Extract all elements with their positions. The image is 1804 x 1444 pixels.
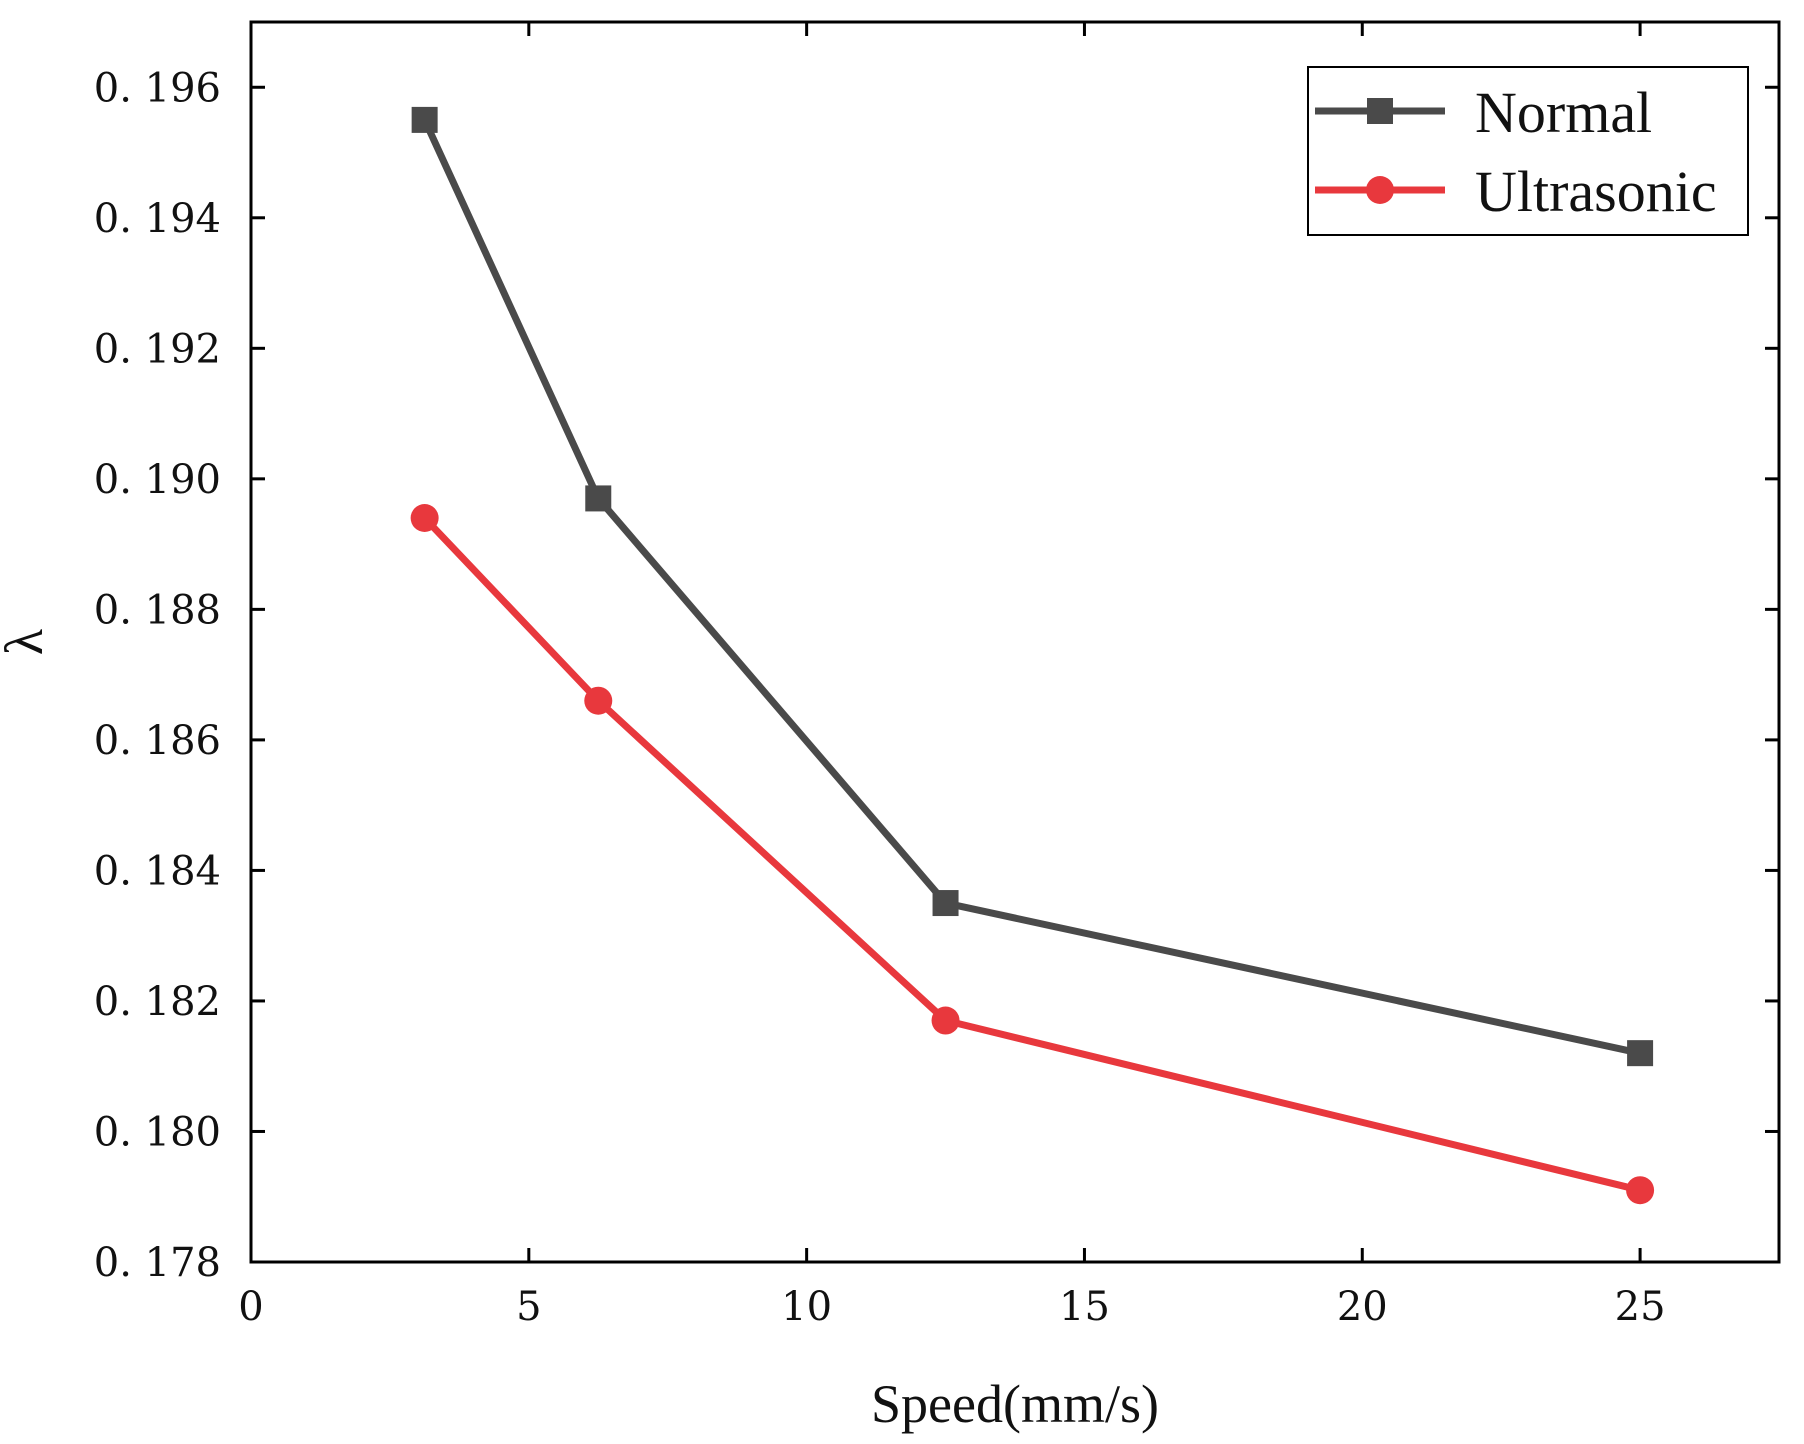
data-point-normal	[932, 890, 959, 917]
y-tick-label: 0. 196	[94, 65, 221, 111]
data-point-ultrasonic	[1626, 1176, 1655, 1205]
y-tick-label: 0. 186	[94, 718, 221, 764]
y-tick-label: 0. 180	[94, 1109, 221, 1155]
data-point-ultrasonic	[410, 504, 439, 532]
legend-label-normal: Normal	[1475, 80, 1652, 145]
legend-marker-ultrasonic	[1366, 176, 1394, 204]
x-tick-label: 5	[516, 1284, 541, 1330]
legend-marker-normal	[1367, 98, 1393, 124]
series-layer	[410, 106, 1655, 1205]
y-tick-label: 0. 194	[94, 196, 221, 242]
x-tick-label: 15	[1059, 1284, 1110, 1330]
x-tick-label: 10	[781, 1284, 832, 1330]
legend-label-ultrasonic: Ultrasonic	[1475, 159, 1717, 224]
data-point-ultrasonic	[931, 1006, 960, 1035]
plot-frame	[249, 20, 1781, 1264]
series-line-ultrasonic	[422, 515, 1641, 1194]
y-tick-label: 0. 178	[94, 1240, 221, 1286]
y-tick-label: 0. 184	[94, 848, 221, 894]
y-tick-label: 0. 182	[94, 979, 221, 1025]
data-point-normal	[1627, 1040, 1654, 1067]
y-tick-label: 0. 188	[94, 587, 221, 633]
series-line-normal	[421, 118, 1641, 1057]
data-point-ultrasonic	[584, 686, 613, 715]
data-point-normal	[411, 106, 438, 133]
x-axis-title: Speed(mm/s)	[871, 1374, 1159, 1434]
y-tick-label: 0. 192	[94, 326, 221, 372]
y-tick-label: 0. 190	[94, 457, 221, 503]
tick-layer: 0 5 10 15 20 25 0. 178 0. 180 0. 182 0. 184 0. 186…	[94, 22, 1779, 1330]
y-axis-title: λ	[0, 629, 54, 655]
legend-box	[1307, 66, 1749, 236]
legend: Normal Ultrasonic	[1307, 66, 1749, 236]
x-tick-label: 0	[238, 1284, 263, 1330]
x-tick-label: 25	[1615, 1284, 1666, 1330]
data-point-normal	[585, 485, 612, 512]
x-tick-label: 20	[1337, 1284, 1388, 1330]
